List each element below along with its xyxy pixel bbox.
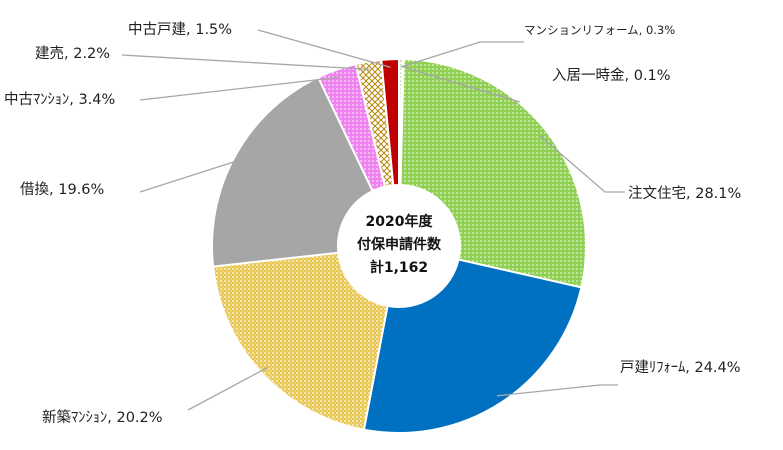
pie-slice-5 — [212, 251, 389, 431]
slice-label-7: 中古ﾏﾝｼｮﾝ, 3.4% — [4, 91, 115, 108]
slice-label-8: 建売, 2.2% — [35, 45, 110, 62]
leader-line-3 — [539, 135, 625, 193]
slice-label-1: マンションリフォーム, 0.3% — [524, 23, 675, 37]
leader-line-6 — [139, 158, 243, 193]
leader-line-9 — [257, 29, 391, 68]
slice-label-3: 注文住宅, 28.1% — [628, 185, 741, 202]
slice-label-5: 新築ﾏﾝｼｮﾝ, 20.2% — [42, 408, 163, 426]
leader-line-2 — [402, 66, 521, 103]
center-text-line-1: 2020年度 — [366, 213, 434, 230]
pie-slice-4 — [362, 258, 583, 434]
slice-label-9: 中古戸建, 1.5% — [128, 21, 232, 38]
pie-slice-3 — [399, 58, 587, 289]
leader-line-1 — [400, 41, 524, 68]
leader-line-8 — [121, 54, 370, 71]
slice-label-2: 入居一時金, 0.1% — [552, 67, 671, 84]
pie-slice-6 — [211, 76, 374, 268]
leader-line-7 — [139, 76, 340, 101]
slice-label-6: 借換, 19.6% — [20, 181, 104, 198]
center-text-line-2: 付保申請件数 — [357, 236, 442, 253]
pie-slice-9 — [380, 57, 400, 187]
slice-label-4: 戸建ﾘﾌｫｰﾑ, 24.4% — [620, 359, 741, 376]
leader-line-4 — [496, 384, 618, 397]
center-text-line-3: 計1,162 — [370, 259, 428, 276]
leader-line-5 — [187, 366, 268, 411]
